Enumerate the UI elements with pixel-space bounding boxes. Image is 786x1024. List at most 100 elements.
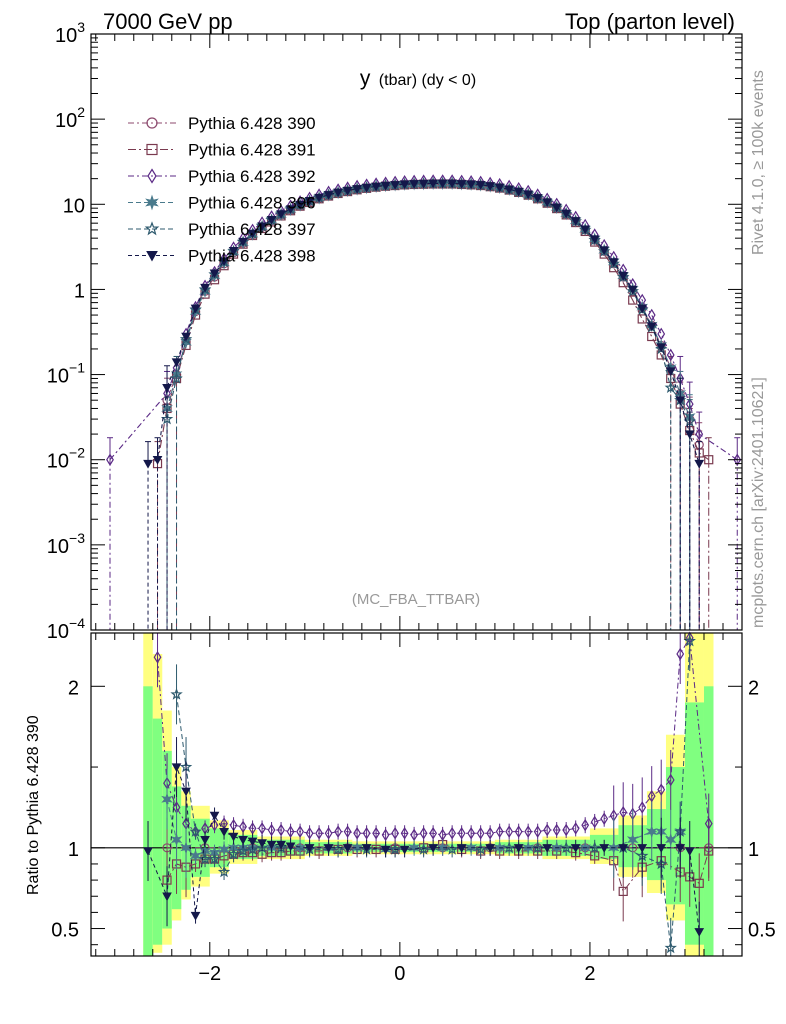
- ratio-point: [189, 849, 202, 863]
- ratio-point: [304, 844, 315, 853]
- main-y-tick-base: 1: [74, 280, 85, 302]
- main-y-tick-label: 10: [63, 195, 85, 217]
- data-point: [106, 453, 114, 467]
- ratio-point: [324, 826, 333, 840]
- data-point: [352, 185, 362, 194]
- legend-label: Pythia 6.428 392: [188, 167, 316, 186]
- ratio-point: [323, 844, 334, 853]
- ratio-point: [161, 792, 173, 806]
- main-y-tick-label: 10−3: [47, 530, 85, 558]
- data-point: [247, 229, 258, 239]
- main-y-tick-label: 10−2: [47, 445, 85, 473]
- ratio-point: [647, 789, 656, 803]
- ratio-line: [176, 641, 691, 948]
- data-point: [695, 427, 704, 441]
- ratio-line: [147, 766, 700, 932]
- data-point: [646, 322, 657, 332]
- ratio-point: [676, 647, 685, 661]
- ratio-y-tick-label-right: 1: [748, 839, 759, 861]
- ratio-point: [664, 832, 677, 847]
- legend-item: Pythia 6.428 398: [128, 247, 316, 266]
- data-point: [561, 209, 572, 219]
- legend-marker: [146, 117, 158, 129]
- ratio-point: [286, 825, 295, 838]
- data-point: [200, 283, 210, 293]
- data-point: [304, 197, 315, 206]
- ratio-point: [208, 852, 221, 865]
- ratio-point: [590, 815, 599, 829]
- ratio-point: [599, 844, 610, 853]
- data-point: [666, 348, 675, 362]
- ratio-point: [257, 839, 267, 848]
- data-point: [733, 453, 742, 467]
- data-point: [504, 185, 515, 195]
- main-y-tick-label: 103: [55, 19, 85, 47]
- ratio-point: [190, 911, 201, 921]
- data-point: [694, 459, 705, 469]
- data-point: [380, 181, 391, 191]
- data-point: [152, 456, 163, 465]
- ratio-point: [294, 841, 306, 855]
- ratio-point: [400, 826, 409, 840]
- data-point: [181, 332, 191, 342]
- data-point: [333, 188, 343, 198]
- ratio-point: [429, 826, 438, 840]
- ratio-y-tick-label: 1: [68, 839, 79, 861]
- plot-title-main: y: [360, 67, 371, 90]
- ratio-point: [209, 811, 220, 821]
- data-point: [684, 430, 695, 440]
- data-point: [170, 371, 183, 384]
- ratio-point: [219, 827, 229, 837]
- main-y-tick-base: 10: [47, 451, 69, 473]
- legend-label: Pythia 6.428 397: [188, 220, 316, 239]
- data-point: [190, 304, 201, 314]
- data-point: [171, 358, 182, 368]
- data-point: [162, 384, 172, 393]
- ratio-point: [342, 844, 353, 853]
- ratio-point: [619, 805, 628, 819]
- main-y-tick-base: 10: [63, 195, 85, 217]
- legend-label: Pythia 6.428 390: [188, 114, 316, 133]
- legend-item: Pythia 6.428 396: [128, 194, 316, 213]
- main-y-tick-exp: 2: [77, 104, 85, 120]
- series-3: [106, 174, 742, 630]
- ratio-point: [495, 825, 504, 838]
- data-point: [361, 183, 372, 193]
- ratio-point: [436, 841, 449, 855]
- ratio-point: [694, 878, 704, 888]
- ratio-point: [419, 826, 428, 840]
- ratio-point: [227, 847, 240, 860]
- ratio-point: [637, 844, 648, 853]
- ratio-point: [189, 825, 202, 837]
- ratio-point: [552, 823, 561, 837]
- ratio-point: [228, 832, 239, 842]
- legend-label: Pythia 6.428 391: [188, 141, 316, 160]
- data-point: [314, 193, 324, 203]
- plot-title-sub: (tbar) (dy < 0): [379, 72, 476, 89]
- ratio-point: [236, 844, 250, 857]
- ratio-point: [305, 826, 314, 840]
- ratio-point: [570, 844, 581, 853]
- analysis-tag: (MC_FBA_TTBAR): [352, 591, 480, 608]
- data-point: [589, 235, 600, 245]
- data-point: [637, 314, 647, 324]
- data-point: [143, 459, 153, 469]
- ratio-point: [559, 841, 573, 854]
- ratio-point: [542, 844, 553, 853]
- data-point: [390, 181, 400, 190]
- main-y-tick-label: 10−4: [47, 615, 85, 643]
- ratio-point: [362, 826, 371, 840]
- series-line: [166, 182, 691, 417]
- ratio-point: [353, 826, 362, 840]
- main-plot-data: [106, 174, 742, 630]
- ratio-series-6: [143, 737, 705, 956]
- ratio-point: [474, 842, 487, 855]
- data-point: [675, 396, 686, 406]
- ratio-point: [666, 773, 675, 787]
- main-y-tick-label: 10−1: [47, 360, 85, 388]
- data-point: [276, 210, 286, 219]
- ratio-plot-axes: 0.5 0.5 1 1 2 2 −2 0 2: [51, 633, 776, 985]
- main-y-tick-label: 1: [74, 280, 85, 302]
- ratio-point: [505, 825, 514, 838]
- ratio-point: [391, 826, 400, 840]
